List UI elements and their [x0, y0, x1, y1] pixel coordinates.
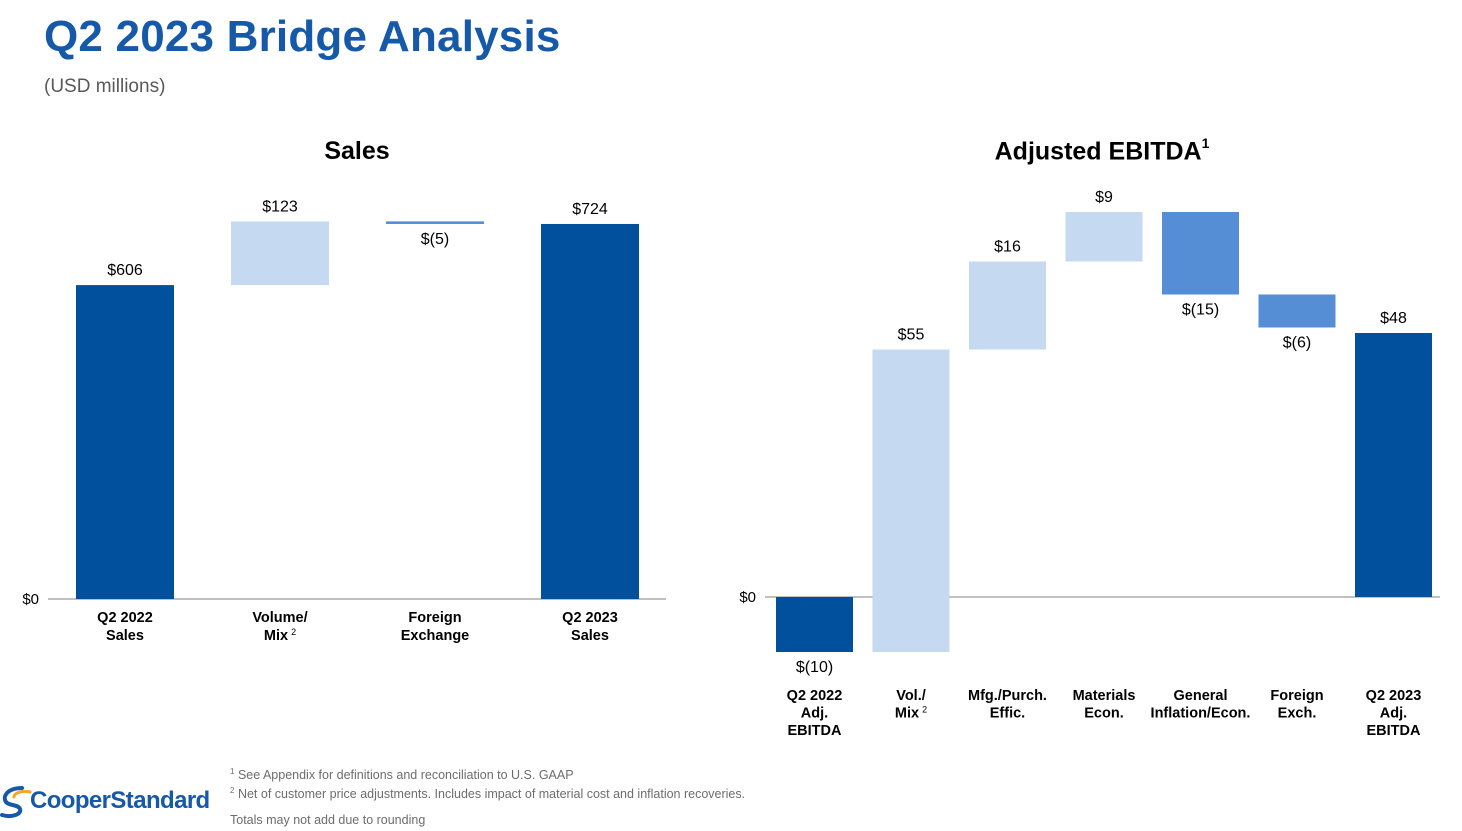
sales-category-label-4-line-2: Sales [571, 628, 609, 644]
sales-data-label-4: $724 [572, 201, 608, 218]
sales-bar-3 [386, 221, 484, 224]
page-subtitle: (USD millions) [44, 76, 166, 97]
sales-category-superscript-2: 2 [291, 627, 296, 637]
sales-category-label-2-line-2: Mix 2 [264, 627, 296, 644]
ebitda-category-label-5-line-1: General [1174, 688, 1228, 704]
sales-data-label-2: $123 [262, 198, 298, 215]
ebitda-bar-3 [969, 261, 1046, 350]
ebitda-category-label-6-line-2: Exch. [1278, 706, 1317, 722]
ebitda-category-label-2-line-2: Mix 2 [895, 705, 927, 722]
sales-data-label-3: $(5) [421, 231, 449, 248]
sales-bar-1 [76, 285, 174, 599]
ebitda-data-label-3: $16 [994, 239, 1021, 256]
ebitda-category-label-2-line-1: Vol./ [896, 688, 926, 704]
ebitda-category-label-1-line-1: Q2 2022 [787, 688, 843, 704]
page-title: Q2 2023 Bridge Analysis [44, 12, 561, 61]
ebitda-data-label-1: $(10) [796, 659, 833, 676]
ebitda-bar-7 [1355, 333, 1432, 597]
ebitda-category-label-4-line-2: Econ. [1084, 706, 1123, 722]
ebitda-data-label-4: $9 [1095, 189, 1113, 206]
ebitda-category-label-7-line-1: Q2 2023 [1366, 688, 1422, 704]
footnotes: 1 See Appendix for definitions and recon… [230, 764, 745, 828]
ebitda-category-label-4-line-1: Materials [1073, 688, 1136, 704]
sales-category-label-1-line-2: Sales [106, 628, 144, 644]
ebitda-bar-1 [776, 597, 853, 652]
ebitda-category-label-1-line-2: Adj. [801, 706, 828, 722]
ebitda-zero-tick-label: $0 [739, 589, 756, 606]
ebitda-data-label-2: $55 [898, 327, 925, 344]
ebitda-chart-title: Adjusted EBITDA1 [994, 135, 1210, 166]
cooper-standard-logo: CooperStandard [0, 784, 210, 820]
sales-category-label-1-line-1: Q2 2022 [97, 610, 153, 626]
ebitda-category-label-7-line-3: EBITDA [1367, 723, 1422, 739]
ebitda-category-label-5-line-2: Inflation/Econ. [1151, 706, 1251, 722]
logo-text: CooperStandard [30, 787, 210, 814]
ebitda-data-label-6: $(6) [1283, 335, 1311, 352]
ebitda-data-label-7: $48 [1380, 310, 1407, 327]
sales-data-label-1: $606 [107, 262, 143, 279]
sales-bar-2 [231, 221, 329, 286]
sales-category-label-4-line-1: Q2 2023 [562, 610, 618, 626]
ebitda-category-label-7-line-2: Adj. [1380, 706, 1407, 722]
sales-category-label-3-line-2: Exchange [401, 628, 470, 644]
ebitda-bar-6 [1258, 294, 1336, 328]
sales-chart-title: Sales [324, 137, 390, 165]
ebitda-bar-5 [1162, 212, 1239, 295]
ebitda-category-superscript-2: 2 [922, 705, 927, 715]
footnote-2: 2 Net of customer price adjustments. Inc… [230, 786, 746, 802]
ebitda-category-label-1-line-3: EBITDA [788, 723, 843, 739]
footnote-1: 1 See Appendix for definitions and recon… [230, 767, 574, 783]
footnote-rounding: Totals may not add due to rounding [230, 813, 426, 828]
ebitda-category-label-6-line-1: Foreign [1270, 688, 1323, 704]
ebitda-bar-4 [1065, 212, 1143, 262]
sales-zero-tick-label: $0 [22, 591, 39, 608]
ebitda-data-label-5: $(15) [1182, 302, 1219, 319]
ebitda-bar-2 [872, 349, 950, 652]
ebitda-category-label-3-line-1: Mfg./Purch. [968, 688, 1047, 704]
sales-category-label-2-line-1: Volume/ [252, 610, 307, 626]
cooper-standard-swoosh-icon [0, 786, 32, 819]
ebitda-category-label-3-line-2: Effic. [990, 706, 1025, 722]
sales-category-label-3-line-1: Foreign [408, 610, 461, 626]
sales-bar-4 [541, 223, 639, 599]
